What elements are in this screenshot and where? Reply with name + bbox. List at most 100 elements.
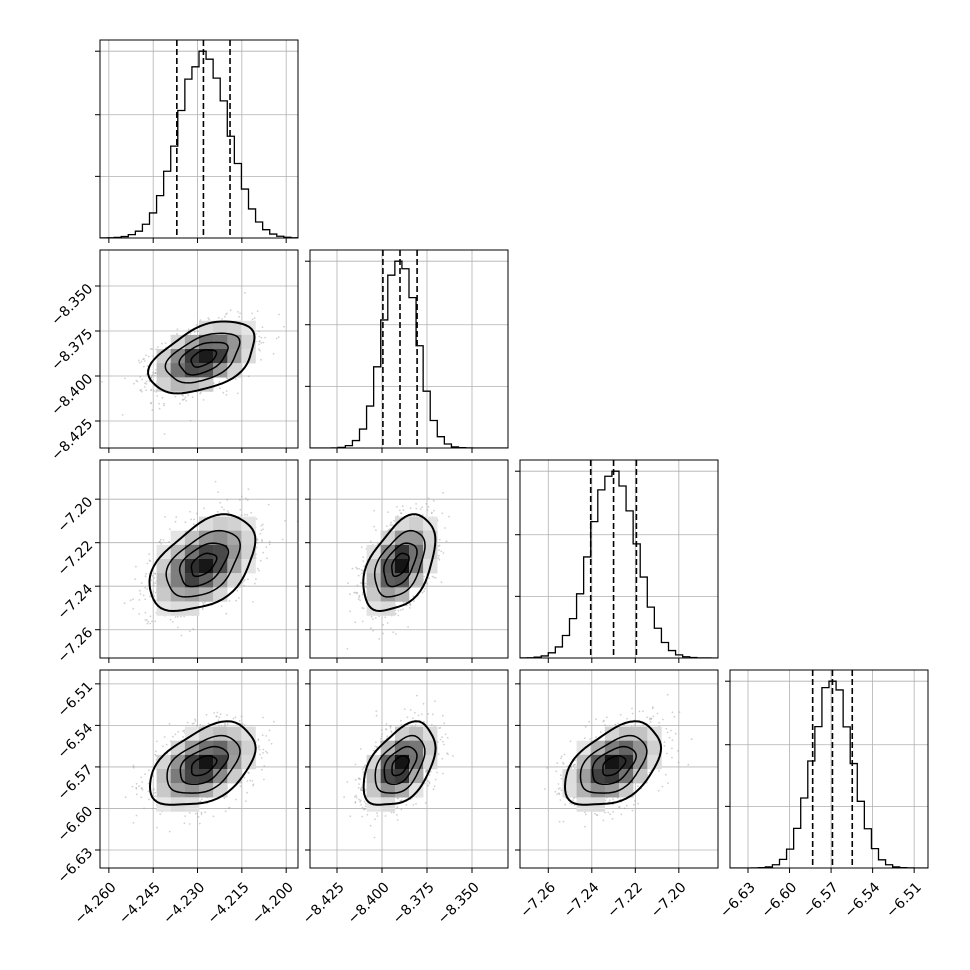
scatter-point (425, 502, 428, 505)
contour-line (602, 755, 627, 777)
scatter-point (563, 753, 566, 756)
scatter-point (244, 513, 246, 516)
scatter-point (360, 803, 362, 806)
scatter-point (204, 811, 207, 814)
scatter-point (397, 609, 400, 612)
scatter-point (251, 312, 254, 315)
histogram-step (310, 260, 508, 448)
scatter-point (121, 414, 124, 416)
scatter-point (376, 815, 379, 817)
scatter-point (181, 399, 184, 401)
y-tick-label-2: −7.26 (55, 625, 97, 667)
scatter-point (138, 613, 141, 615)
scatter-point (415, 507, 418, 510)
scatter-point (376, 543, 379, 546)
scatter-panel-0-1 (95, 249, 299, 453)
scatter-point (226, 723, 229, 726)
scatter-point (649, 721, 652, 723)
scatter-point (149, 348, 152, 350)
y-tick-label-2: −7.24 (55, 581, 97, 623)
scatter-point (363, 766, 365, 769)
scatter-point (617, 722, 619, 725)
scatter-point (671, 711, 674, 714)
scatter-point (174, 733, 177, 736)
density-cell (184, 530, 200, 546)
scatter-point (214, 480, 217, 483)
scatter-point (374, 745, 377, 748)
scatter-point (649, 717, 651, 719)
scatter-point (262, 528, 264, 531)
scatter-point (238, 597, 240, 599)
scatter-point (674, 732, 677, 735)
scatter-point (623, 807, 626, 810)
panel-frame (99, 249, 299, 449)
scatter-point (374, 617, 377, 619)
scatter-point (255, 546, 258, 549)
scatter-point (386, 735, 389, 738)
scatter-point (151, 348, 153, 351)
scatter-point (442, 740, 444, 743)
scatter-point (360, 546, 363, 548)
scatter-point (438, 544, 441, 547)
scatter-point (152, 775, 155, 778)
density-cell (199, 559, 214, 574)
scatter-point (196, 512, 198, 515)
scatter-point (595, 718, 597, 721)
panel-frame (729, 669, 929, 869)
scatter-point (146, 562, 149, 565)
scatter-point (584, 825, 586, 828)
scatter-point (400, 719, 402, 722)
scatter-point (257, 746, 260, 749)
scatter-point (258, 340, 261, 343)
scatter-point (376, 812, 378, 814)
x-tick-label-0: −4.200 (249, 879, 297, 927)
density-cell (380, 587, 396, 602)
scatter-point (369, 627, 372, 630)
scatter-point (346, 781, 349, 783)
scatter-point (246, 514, 249, 516)
scatter-point (219, 501, 222, 504)
scatter-point (394, 612, 397, 615)
scatter-point (561, 761, 564, 764)
scatter-point (241, 582, 244, 584)
grid (520, 460, 718, 658)
scatter-point (202, 399, 205, 401)
scatter-point (358, 596, 361, 599)
scatter-point (260, 358, 262, 361)
density-cell (156, 769, 171, 784)
scatter-point (387, 511, 389, 513)
scatter-point (191, 396, 194, 399)
scatter-point (642, 710, 644, 712)
scatter-point (262, 341, 265, 344)
density-cell (366, 769, 381, 784)
scatter-point (619, 713, 622, 716)
scatter-point (145, 573, 147, 575)
density-cell (227, 726, 242, 741)
scatter-point (225, 377, 228, 380)
scatter-point (153, 788, 156, 790)
density-cell (199, 363, 214, 378)
scatter-point (375, 710, 378, 712)
density-cell (394, 530, 410, 546)
scatter-point (366, 813, 369, 816)
scatter-point (364, 805, 367, 808)
scatter-point (560, 789, 563, 792)
density-fill (156, 516, 256, 616)
hist-panel-0 (95, 39, 299, 243)
scatter-point (560, 755, 563, 758)
scatter-point (284, 519, 286, 522)
scatter-point (151, 409, 154, 411)
scatter-point (268, 540, 271, 543)
scatter-point (421, 514, 424, 516)
hist-panel-2 (515, 459, 719, 663)
y-tick-label-3: −6.54 (55, 720, 97, 762)
contour-line (164, 332, 241, 384)
scatter-point (182, 730, 185, 732)
scatter-point (198, 822, 201, 825)
scatter-point (158, 541, 161, 544)
scatter-point (362, 607, 365, 610)
scatter-point (151, 575, 154, 577)
scatter-point (232, 717, 235, 720)
scatter-point (150, 579, 153, 582)
scatter-point (151, 620, 153, 623)
